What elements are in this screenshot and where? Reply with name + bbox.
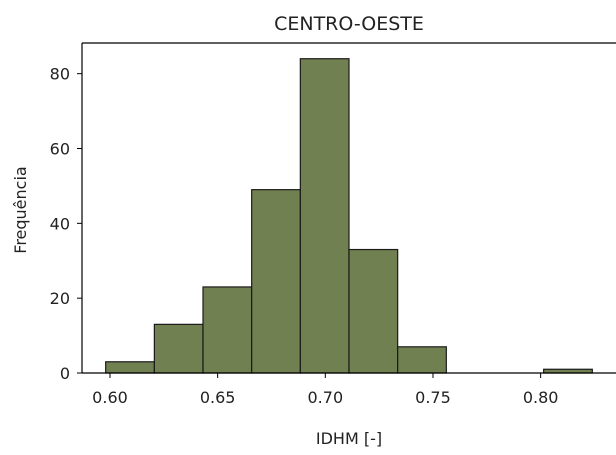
y-axis-ticks: 0 20 40 60 80 — [50, 65, 82, 383]
y-tick-label: 60 — [50, 140, 70, 159]
y-tick-label: 40 — [50, 214, 70, 233]
histogram-bar — [202, 286, 253, 374]
histogram-bar — [251, 189, 301, 374]
histogram-bar — [299, 58, 350, 374]
y-axis-label: Frequência — [11, 166, 30, 253]
x-axis-label: IDHM [-] — [316, 429, 382, 448]
x-tick-label: 0.60 — [92, 388, 128, 407]
x-tick-label: 0.80 — [523, 388, 559, 407]
x-tick-label: 0.70 — [308, 388, 344, 407]
histogram-bar — [153, 323, 204, 374]
y-tick-label: 20 — [50, 289, 70, 308]
x-axis-ticks: 0.60 0.65 0.70 0.75 0.80 — [92, 373, 558, 407]
bars-group — [105, 58, 593, 374]
x-tick-label: 0.75 — [415, 388, 451, 407]
x-tick-label: 0.65 — [200, 388, 236, 407]
y-tick-label: 80 — [50, 65, 70, 84]
chart-title: CENTRO-OESTE — [274, 13, 424, 35]
histogram-bar — [348, 248, 399, 374]
histogram-bar — [397, 346, 447, 374]
y-tick-label: 0 — [60, 364, 70, 383]
histogram-bar — [105, 361, 155, 374]
